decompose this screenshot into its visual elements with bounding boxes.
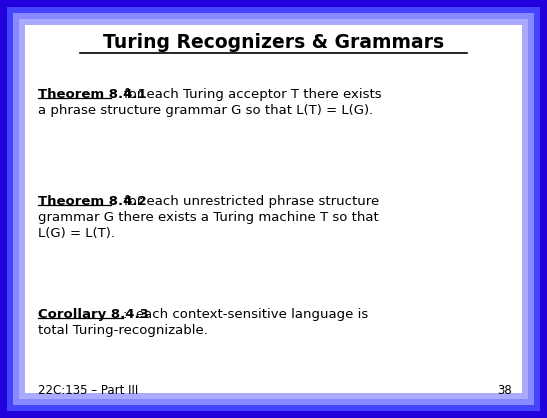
Text: Theorem 8.4.2: Theorem 8.4.2 xyxy=(38,195,147,208)
Text: total Turing-recognizable.: total Turing-recognizable. xyxy=(38,324,208,337)
Text: L(G) = L(T).: L(G) = L(T). xyxy=(38,227,115,240)
Text: grammar G there exists a Turing machine T so that: grammar G there exists a Turing machine … xyxy=(38,211,379,224)
Text: Theorem 8.4.1: Theorem 8.4.1 xyxy=(38,88,147,101)
Bar xyxy=(25,25,522,393)
Text: :  for each Turing acceptor T there exists: : for each Turing acceptor T there exist… xyxy=(112,88,382,101)
Text: a phrase structure grammar G so that L(T) = L(G).: a phrase structure grammar G so that L(T… xyxy=(38,104,373,117)
Text: Turing Recognizers & Grammars: Turing Recognizers & Grammars xyxy=(103,33,444,51)
Text: 22C:135 – Part III: 22C:135 – Part III xyxy=(38,383,138,397)
Text: :  each context-sensitive language is: : each context-sensitive language is xyxy=(123,308,368,321)
Text: :  for each unrestricted phrase structure: : for each unrestricted phrase structure xyxy=(112,195,380,208)
Text: Corollary 8.4.3: Corollary 8.4.3 xyxy=(38,308,149,321)
Text: 38: 38 xyxy=(497,383,512,397)
